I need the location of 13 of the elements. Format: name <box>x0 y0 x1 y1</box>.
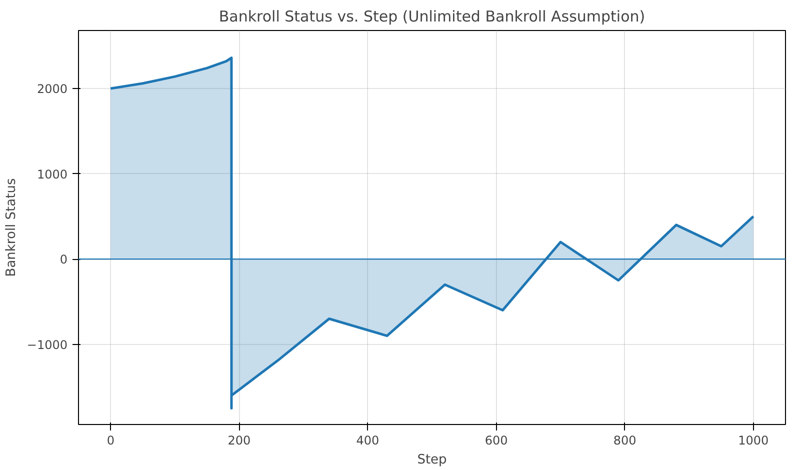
y-axis-title: Bankroll Status <box>4 178 19 277</box>
x-tick-label: 400 <box>356 434 380 448</box>
y-tick-label: −1000 <box>26 338 68 352</box>
y-tick-label: 0 <box>60 252 68 267</box>
x-tick-label: 1000 <box>738 434 769 448</box>
y-tick-label: 1000 <box>36 167 68 182</box>
x-tick-label: 600 <box>484 434 508 448</box>
x-tick-label: 200 <box>228 434 251 448</box>
x-axis-title: Step <box>417 452 447 468</box>
x-tick-label: 800 <box>613 434 636 448</box>
y-tick-label: 2000 <box>36 82 68 96</box>
x-tick-label: 0 <box>106 434 114 448</box>
chart-title: Bankroll Status vs. Step (Unlimited Bankroll Assumption) <box>218 8 646 26</box>
